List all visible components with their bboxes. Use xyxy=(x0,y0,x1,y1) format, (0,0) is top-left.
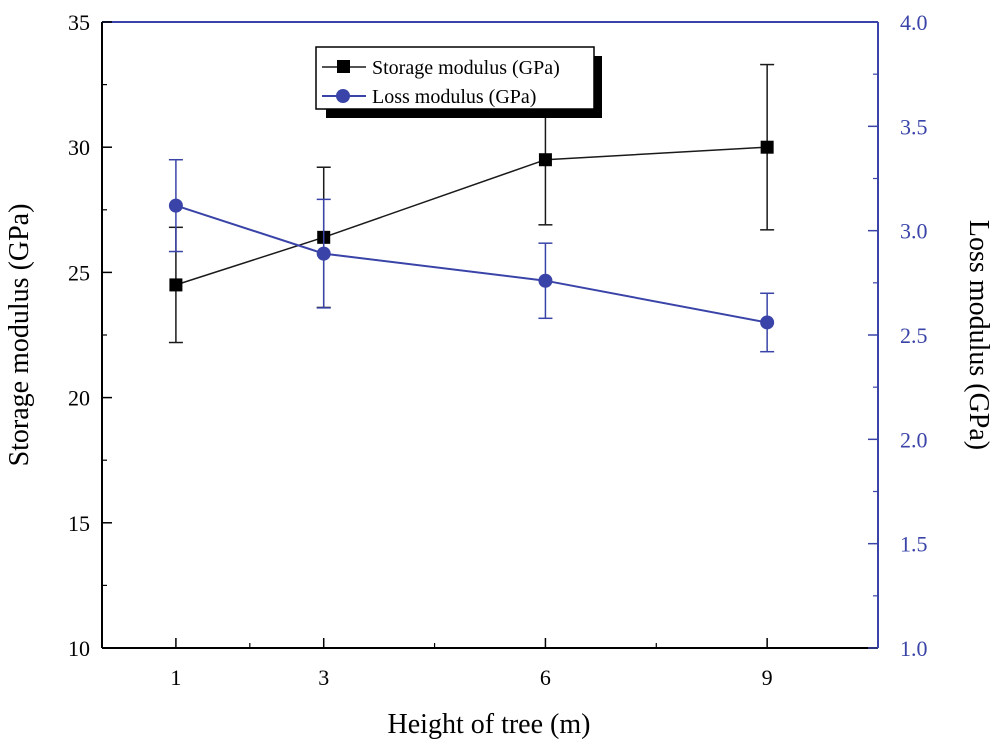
left-tick-label: 35 xyxy=(68,10,90,35)
loss-point xyxy=(538,273,553,288)
loss-line xyxy=(175,204,768,324)
loss-point xyxy=(316,246,331,261)
left-tick-label: 15 xyxy=(68,511,90,536)
x-axis-title: Height of tree (m) xyxy=(388,709,591,740)
legend-storage-marker xyxy=(337,60,350,73)
right-tick-label: 4.0 xyxy=(900,10,928,35)
left-y-axis-title: Storage modulus (GPa) xyxy=(4,204,35,467)
legend-box xyxy=(315,46,595,110)
series-layer xyxy=(168,63,775,353)
storage-point xyxy=(169,278,183,292)
legend-storage-label: Storage modulus (GPa) xyxy=(372,57,560,79)
legend-loss-label: Loss modulus (GPa) xyxy=(372,86,536,108)
x-tick-label: 9 xyxy=(762,665,773,690)
right-y-ticks: 1.0 1.5 2.0 2.5 3.0 3.5 4.0 xyxy=(868,10,928,661)
x-tick-label: 1 xyxy=(170,665,181,690)
legend: Storage modulus (GPa) Loss modulus (GPa) xyxy=(315,46,602,118)
storage-line xyxy=(175,146,768,286)
right-tick-label: 1.5 xyxy=(900,532,928,557)
left-tick-label: 30 xyxy=(68,135,90,160)
left-tick-label: 10 xyxy=(68,636,90,661)
loss-point xyxy=(760,315,775,330)
left-tick-label: 20 xyxy=(68,386,90,411)
storage-point xyxy=(760,140,774,154)
right-tick-label: 2.5 xyxy=(900,323,928,348)
storage-series xyxy=(168,63,775,344)
legend-loss-marker xyxy=(336,89,350,103)
x-tick-label: 6 xyxy=(540,665,551,690)
x-tick-label: 3 xyxy=(318,665,329,690)
left-y-ticks: 10 15 20 25 30 35 xyxy=(68,10,112,661)
loss-series xyxy=(168,158,775,353)
right-tick-label: 1.0 xyxy=(900,636,928,661)
x-ticks: 1 3 6 9 xyxy=(170,638,773,690)
left-tick-label: 25 xyxy=(68,260,90,285)
right-tick-label: 2.0 xyxy=(900,427,928,452)
right-tick-label: 3.0 xyxy=(900,219,928,244)
storage-point xyxy=(538,153,552,167)
loss-point xyxy=(168,198,183,213)
right-tick-label: 3.5 xyxy=(900,114,928,139)
right-y-axis-title: Loss modulus (GPa) xyxy=(963,220,994,450)
